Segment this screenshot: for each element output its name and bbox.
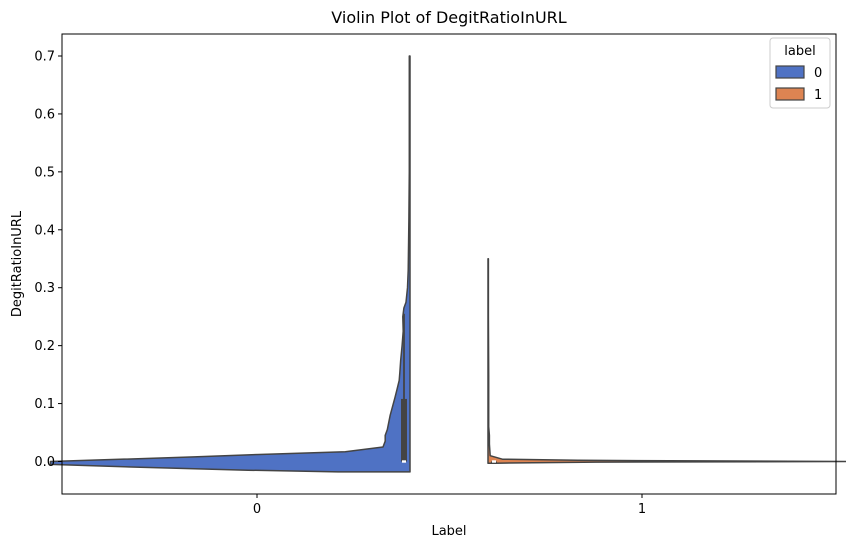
- boxes-layer: [401, 313, 497, 464]
- chart-title: Violin Plot of DegitRatioInURL: [331, 8, 567, 27]
- legend: label 01: [769, 37, 831, 109]
- y-tick-label: 0.3: [34, 281, 55, 296]
- y-tick-label: 0.4: [34, 223, 55, 238]
- y-tick-label: 0.5: [34, 165, 55, 180]
- y-tick-label: 0.1: [34, 397, 55, 412]
- median-marker-0: [402, 460, 406, 463]
- violin-0: [49, 55, 411, 473]
- y-tick-label: 0.6: [34, 107, 55, 122]
- x-tick-label: 0: [253, 502, 261, 517]
- violin-1: [487, 258, 846, 464]
- legend-entries: 01: [775, 65, 822, 103]
- violins-layer: [49, 55, 846, 473]
- y-tick-label: 0.2: [34, 339, 55, 354]
- legend-label-0: 0: [814, 66, 822, 81]
- legend-title: label: [784, 44, 815, 59]
- y-tick-label: 0.0: [34, 455, 55, 470]
- legend-label-1: 1: [814, 88, 822, 103]
- y-axis-ticks: 0.0 0.1 0.2 0.3 0.4 0.5 0.6 0.7: [34, 50, 62, 470]
- y-tick-label: 0.7: [34, 50, 55, 65]
- x-tick-label: 1: [638, 502, 646, 517]
- legend-swatch-0: [775, 65, 805, 79]
- x-axis-label: Label: [431, 524, 466, 539]
- iqr-box-0: [401, 398, 407, 462]
- plot-frame: [61, 33, 837, 495]
- legend-swatch-1: [775, 87, 805, 101]
- median-marker-1: [492, 460, 496, 463]
- y-axis-label: DegitRatioInURL: [10, 210, 25, 317]
